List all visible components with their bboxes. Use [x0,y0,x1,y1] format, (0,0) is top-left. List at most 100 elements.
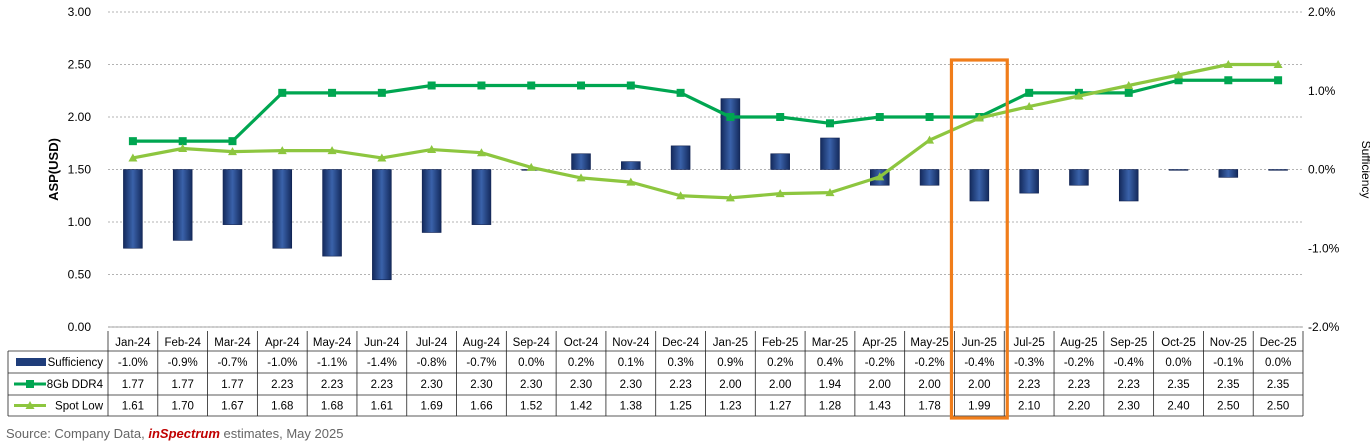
table-cell: -1.1% [317,357,347,369]
x-tick-label: Feb-25 [762,337,798,349]
point-8gb-ddr4 [1124,88,1133,97]
table-cell: 2.35 [1167,379,1189,391]
data-table: Jan-24 Feb-24 Mar-24 Apr-24 May-24 Jun-24 Jul-… [7,331,1304,417]
table-cell: 1.66 [470,401,492,413]
table-cell: 2.30 [470,379,492,391]
point-8gb-ddr4 [477,81,486,90]
legend-label: Sufficiency [48,357,104,369]
point-8gb-ddr4 [1025,88,1034,97]
table-cell: -0.8% [417,357,447,369]
table-cell: 2.35 [1217,379,1239,391]
x-tick-label: Aug-24 [463,337,501,349]
table-cell: 1.68 [271,401,293,413]
x-tick-label: Mar-25 [812,337,848,349]
table-cell: 1.61 [122,401,144,413]
table-cell: 1.28 [819,401,841,413]
x-tick-label: May-24 [313,337,352,349]
table-cell: 1.52 [520,401,542,413]
source-note: Source: Company Data, inSpectrum estimat… [6,426,343,441]
table-cell: -0.4% [1114,357,1144,369]
y2-tick-label: 0.0% [1308,163,1336,177]
table-cell: 0.4% [817,357,843,369]
point-spot-low [277,146,287,155]
table-cell: 1.38 [620,401,642,413]
table-cell: -0.7% [217,357,247,369]
bar-sufficiency [720,98,741,170]
x-tick-label: Dec-25 [1260,337,1297,349]
table-cell: -1.4% [367,357,397,369]
point-8gb-ddr4 [1174,76,1183,85]
y2-tick-label: 1.0% [1308,84,1336,98]
point-8gb-ddr4 [178,137,187,146]
point-8gb-ddr4 [1224,76,1233,85]
table-cell: 2.30 [570,379,592,391]
table-cell: 1.99 [968,401,990,413]
axes-layer: 0.00 0.50 1.00 1.50 2.00 2.50 3.00 -2.0% -1.0% 0.… [46,5,1370,334]
table-cell: 1.43 [869,401,891,413]
table-cell: 1.25 [669,401,691,413]
point-8gb-ddr4 [875,113,884,121]
x-tick-label: Jan-25 [713,337,748,349]
table-cell: 1.42 [570,401,592,413]
table-cell: 2.23 [271,379,293,391]
table-cell: 0.0% [518,357,544,369]
point-spot-low [1074,91,1084,100]
bar-sufficiency [322,169,342,257]
point-8gb-ddr4 [825,119,834,128]
x-tick-label: Apr-24 [265,337,300,349]
table-cell: 2.23 [1118,379,1140,391]
point-spot-low [1273,60,1283,68]
table-cell: -0.4% [964,357,994,369]
highlight-layer [949,58,1009,420]
x-tick-label: Jan-24 [115,337,151,349]
point-8gb-ddr4 [925,113,934,121]
y2-tick-label: -2.0% [1308,320,1340,334]
table-cell: 2.30 [520,379,542,391]
table-cell: 2.35 [1267,379,1289,391]
table-cell: -1.0% [267,357,297,369]
table-cell: 2.00 [769,379,791,391]
point-spot-low [925,135,935,144]
legend-marker-8gb-ddr4 [26,380,34,388]
bar-sufficiency [1168,169,1189,171]
point-8gb-ddr4 [427,81,436,90]
point-8gb-ddr4 [278,88,287,97]
point-spot-low [825,188,835,197]
source-suffix: estimates, May 2025 [219,426,344,441]
bar-sufficiency [421,169,442,233]
table-cell: 2.50 [1217,401,1239,413]
point-spot-low [377,153,387,162]
bar-sufficiency [1118,169,1139,202]
table-cell: -0.9% [168,357,198,369]
table-cell: 2.23 [1068,379,1090,391]
table-cell: 2.00 [719,379,741,391]
bar-sufficiency [1218,169,1239,178]
table-cell: 1.70 [171,401,193,413]
x-tick-label: Sep-24 [513,337,551,349]
point-spot-low [327,146,337,155]
x-tick-label: Jul-24 [416,337,448,349]
legend-marker-spot-low [25,401,35,409]
point-spot-low [875,172,885,181]
y2-tick-label: -1.0% [1308,241,1340,255]
x-tick-label: Jun-25 [962,337,997,349]
point-8gb-ddr4 [626,81,635,90]
table-cell: 0.3% [667,357,693,369]
source-prefix: Source: Company Data, [6,426,149,441]
highlight-box [949,58,1009,420]
point-8gb-ddr4 [676,88,685,97]
table-cell: 1.77 [221,379,243,391]
legend-label: 8Gb DDR4 [47,379,104,391]
point-spot-low [427,145,437,154]
table-cell: 1.68 [321,401,343,413]
table-cell: 1.77 [122,379,144,391]
table-cell: 1.67 [221,401,243,413]
table-cell: 1.94 [819,379,842,391]
table-cell: 1.78 [918,401,940,413]
bar-sufficiency [670,145,691,170]
table-cell: 1.61 [371,401,393,413]
table-cell: 0.9% [717,357,743,369]
table-cell: -0.2% [915,357,945,369]
bar-sufficiency [172,169,193,241]
